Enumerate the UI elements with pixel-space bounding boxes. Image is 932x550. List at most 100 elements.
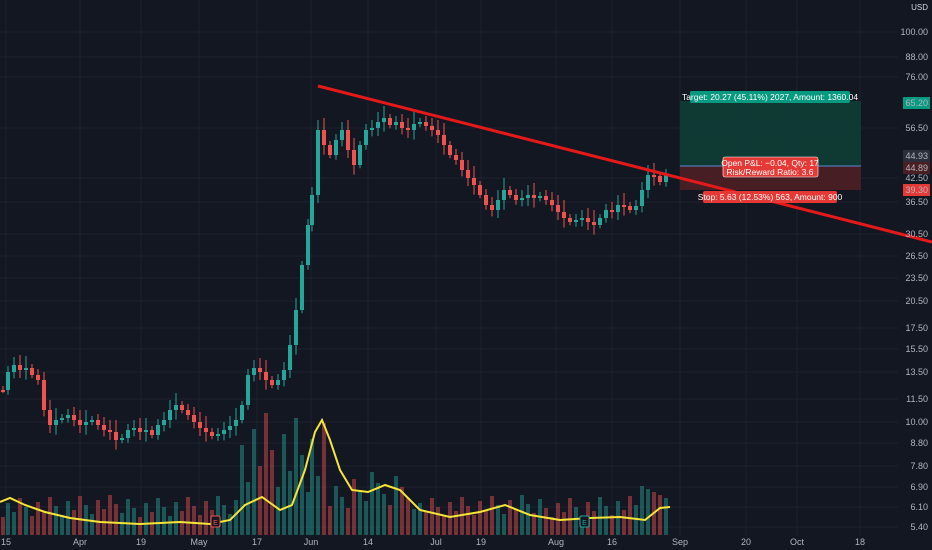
earnings-marker[interactable]: E [210, 515, 221, 528]
volume-bar [598, 497, 602, 535]
volume-bar [568, 498, 572, 535]
time-tick-label: 16 [607, 537, 617, 547]
volume-bar [36, 502, 40, 535]
candle-body [42, 380, 46, 410]
volume-bar [454, 511, 458, 535]
price-tick-label: 6.10 [910, 502, 928, 512]
candle-body [340, 130, 344, 140]
candle-body [592, 222, 596, 225]
grid-lines [0, 0, 898, 535]
price-tick-label: 11.50 [906, 394, 928, 404]
candle-body [30, 368, 34, 375]
candle-body [376, 122, 380, 128]
volume-moving-average-line [0, 417, 671, 526]
volume-bar [294, 418, 298, 535]
candle-body [192, 415, 196, 422]
candle-body [466, 170, 470, 178]
candle-body [652, 175, 656, 177]
price-tick-label: 13.50 [905, 367, 928, 377]
price-tick-label: 39.30 [905, 185, 928, 195]
time-axis[interactable]: 15 Apr 19 May 17 Jun 14 Jul 19 Aug 16 Sep 20 Oct 18 [1, 537, 865, 547]
candle-body [132, 428, 136, 430]
volume-bar [478, 501, 482, 535]
price-badge [903, 162, 930, 174]
candle-body [96, 420, 100, 425]
candle-body [246, 375, 250, 405]
volume-bar [108, 495, 112, 535]
volume-bar [394, 476, 398, 535]
candle-body [640, 190, 644, 206]
volume-bar [514, 509, 518, 535]
time-tick-label: Sep [672, 537, 688, 547]
pnl-label: Open P&L: −0.04, Qty: 17 [721, 158, 819, 168]
volume-bar [234, 500, 238, 535]
volume-bar [496, 505, 500, 535]
candle-body [234, 420, 238, 426]
volume-bar [30, 516, 34, 535]
volume-bar [388, 505, 392, 535]
candle-body [6, 372, 10, 390]
time-tick-label: Aug [548, 537, 564, 547]
volume-bar [54, 506, 58, 535]
volume-bar [442, 516, 446, 535]
candle-body [90, 420, 94, 422]
trendline[interactable] [317, 84, 932, 244]
volume-bar [156, 498, 160, 535]
candle-body [598, 218, 602, 225]
candle-body [252, 368, 256, 375]
candle-body [358, 145, 362, 165]
volume-bar [472, 515, 476, 535]
volume-bar [306, 492, 310, 535]
volume-bar [490, 496, 494, 535]
volume-bar [126, 499, 130, 535]
volume-bar [370, 472, 374, 535]
candle-body [634, 206, 638, 210]
candle-body [36, 375, 40, 380]
volume-bar [300, 455, 304, 535]
volume-bar [12, 512, 16, 535]
volume-bar [132, 508, 136, 535]
price-tick-label: 65.20 [905, 98, 928, 108]
candle-body [622, 205, 626, 207]
volume-bar [508, 500, 512, 535]
candle-body [240, 405, 244, 420]
price-tick-label: 17.50 [905, 323, 928, 333]
candle-body [490, 205, 494, 210]
candle-body [156, 425, 160, 435]
volume-bar [144, 503, 148, 535]
candle-body [316, 130, 320, 195]
volume-bar [658, 495, 662, 535]
volume-bar [24, 507, 28, 535]
price-axis[interactable]: 100.00 88.00 76.00 65.20 56.50 44.93 44.8942.5… [900, 27, 930, 532]
candle-body [228, 426, 232, 430]
volume-bar [544, 508, 548, 535]
volume-bar [592, 511, 596, 535]
volume-bar [316, 476, 320, 535]
volume-bar [502, 514, 506, 535]
candle-body [454, 155, 458, 160]
price-tick-label: 15.50 [905, 344, 928, 354]
earnings-marker[interactable]: E [579, 515, 590, 528]
volume-bar [622, 510, 626, 535]
target-zone [680, 101, 861, 166]
candle-body [442, 135, 446, 145]
price-tick-label: 6.90 [910, 482, 928, 492]
volume-bar [204, 501, 208, 535]
volume-bar [192, 506, 196, 535]
price-tick-label: 23.50 [905, 273, 928, 283]
volume-bar [72, 510, 76, 535]
candle-body [550, 200, 554, 205]
price-tick-label: 10.00 [905, 417, 928, 427]
candle-body [448, 145, 452, 155]
volume-bar [264, 413, 268, 535]
candle-body [258, 368, 262, 372]
candle-body [346, 130, 350, 150]
price-tick-label: 7.80 [910, 461, 928, 471]
time-tick-label: 20 [741, 537, 751, 547]
candle-body [108, 430, 112, 432]
price-badge [903, 97, 930, 109]
candle-body [84, 422, 88, 425]
candle-body [412, 124, 416, 130]
volume-bar [198, 515, 202, 535]
